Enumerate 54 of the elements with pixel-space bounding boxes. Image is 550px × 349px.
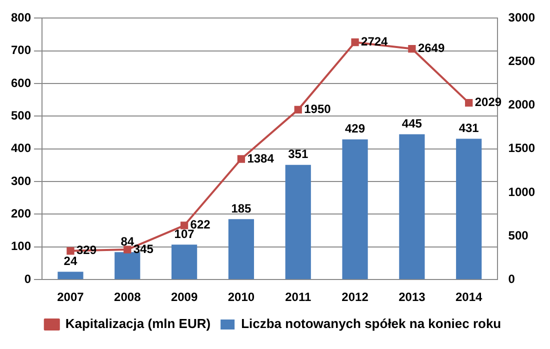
- point: [294, 106, 302, 114]
- x-tick-label: 2012: [342, 290, 369, 304]
- data-label: 351: [288, 147, 308, 162]
- point: [351, 38, 359, 46]
- x-tick-label: 2010: [228, 290, 255, 304]
- y-tick-label: 700: [10, 43, 32, 58]
- bar: [114, 252, 140, 280]
- data-label: 2649: [418, 41, 445, 56]
- y2-tick-label: 500: [508, 228, 529, 242]
- legend-label: Kapitalizacja (mln EUR): [65, 316, 211, 332]
- legend-label: Liczba notowanych spółek na koniec roku: [241, 316, 502, 332]
- data-label: 185: [231, 201, 252, 216]
- data-label: 345: [133, 242, 154, 256]
- y-tick-label: 800: [10, 10, 32, 25]
- data-label: 84: [120, 234, 134, 248]
- y-tick-label: 300: [10, 174, 32, 188]
- y2-tick-label: 2000: [508, 98, 536, 112]
- y-tick-label: 500: [10, 108, 32, 123]
- data-label: 24: [64, 254, 78, 268]
- bar: [399, 134, 425, 280]
- y-tick-label: 600: [10, 76, 32, 90]
- y-tick-label: 200: [10, 206, 32, 221]
- bar: [342, 139, 368, 280]
- x-tick-label: 2013: [398, 290, 426, 304]
- y2-tick-label: 0: [508, 272, 516, 286]
- data-label: 429: [345, 122, 366, 136]
- bar: [228, 219, 254, 280]
- x-tick-label: 2011: [285, 290, 312, 304]
- y2-tick-label: 2500: [508, 54, 536, 68]
- data-label: 2029: [474, 95, 502, 110]
- x-tick-label: 2009: [170, 290, 198, 304]
- bar: [171, 244, 198, 280]
- y-tick-label: 0: [24, 272, 32, 286]
- point: [66, 247, 74, 255]
- bar: [456, 138, 482, 280]
- point: [465, 98, 473, 107]
- y-tick-label: 100: [10, 239, 32, 254]
- data-label: 1384: [247, 151, 274, 166]
- x-tick-label: 2007: [57, 290, 84, 304]
- data-label: 445: [402, 116, 422, 131]
- y-tick-label: 400: [10, 141, 32, 156]
- bar: [285, 164, 311, 280]
- point: [237, 155, 246, 163]
- point: [180, 222, 188, 230]
- point: [408, 44, 416, 53]
- y2-tick-label: 3000: [508, 10, 536, 25]
- x-tick-label: 2008: [114, 290, 142, 304]
- x-tick-label: 2014: [456, 290, 483, 304]
- data-label: 1950: [304, 102, 332, 116]
- data-label: 431: [458, 121, 480, 136]
- point: [124, 246, 132, 254]
- y2-tick-label: 1500: [508, 141, 536, 156]
- bar: [58, 272, 84, 280]
- y2-tick-label: 1000: [508, 184, 536, 199]
